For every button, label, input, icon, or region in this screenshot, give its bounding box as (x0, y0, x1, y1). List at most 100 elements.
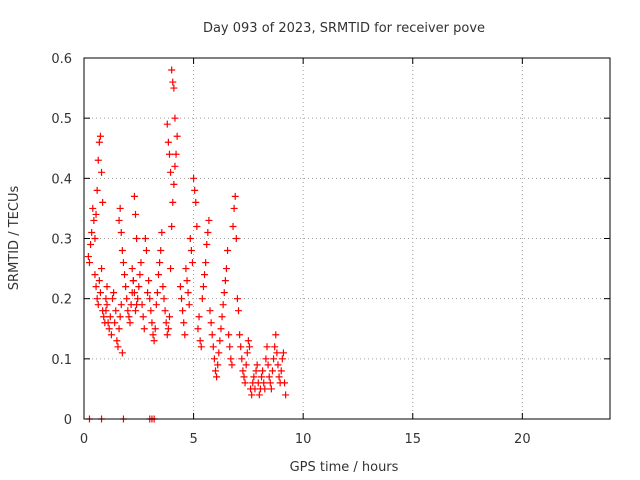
data-point (232, 235, 240, 242)
data-point (215, 349, 223, 357)
data-point (203, 241, 211, 249)
data-point (210, 355, 218, 363)
y-tick-label: 0.3 (51, 233, 72, 248)
data-point (194, 325, 202, 333)
data-point (170, 180, 178, 188)
data-point (268, 367, 276, 375)
data-point (94, 301, 102, 309)
data-point (201, 271, 209, 279)
x-tick-label: 5 (189, 432, 197, 447)
x-axis-label: GPS time / hours (290, 460, 399, 475)
data-point (134, 295, 142, 303)
data-point (112, 307, 120, 315)
data-point (128, 265, 136, 273)
data-point (206, 307, 214, 315)
data-point (205, 216, 213, 224)
data-point (182, 265, 190, 273)
data-points (84, 66, 290, 423)
data-point (260, 379, 268, 387)
data-point (259, 367, 267, 375)
data-point (209, 343, 217, 351)
data-point (124, 307, 132, 315)
data-point (96, 289, 104, 297)
data-point (204, 228, 212, 236)
data-point (87, 241, 95, 249)
data-point (241, 379, 249, 387)
data-point (138, 301, 146, 309)
data-point (162, 319, 170, 327)
data-point (236, 331, 244, 339)
data-point (147, 307, 155, 315)
data-point (214, 361, 222, 369)
data-point (264, 361, 272, 369)
data-point (183, 277, 191, 285)
data-point (168, 222, 176, 230)
data-point (122, 283, 130, 291)
data-point (167, 168, 175, 176)
data-point (186, 235, 194, 242)
data-point (188, 259, 196, 267)
data-point (100, 313, 108, 321)
data-point (250, 373, 258, 381)
data-point (180, 319, 188, 327)
data-point (222, 265, 230, 273)
data-point (165, 150, 173, 158)
data-point (242, 361, 250, 369)
data-point (278, 355, 286, 363)
data-point (133, 235, 141, 242)
data-point (168, 66, 176, 74)
data-point (179, 307, 187, 315)
data-point (115, 216, 123, 224)
data-point (95, 138, 103, 146)
data-point (262, 355, 270, 363)
data-point (117, 301, 125, 309)
data-point (98, 265, 106, 273)
data-point (108, 295, 116, 303)
data-point (148, 319, 156, 327)
data-point (136, 271, 144, 279)
data-point (240, 373, 248, 381)
data-point (195, 313, 203, 321)
data-point (263, 343, 271, 351)
data-point (233, 295, 241, 303)
data-point (258, 373, 266, 381)
data-point (253, 361, 261, 369)
data-point (92, 210, 100, 218)
data-point (92, 283, 100, 291)
data-point (142, 247, 150, 255)
data-point (212, 367, 219, 375)
data-point (217, 325, 225, 333)
data-point (208, 331, 216, 339)
data-point (99, 198, 107, 206)
data-point (113, 337, 121, 345)
data-point (110, 289, 118, 297)
data-point (275, 373, 283, 381)
data-point (93, 186, 101, 194)
data-point (255, 391, 263, 399)
data-point (169, 198, 177, 206)
data-point (167, 265, 175, 273)
data-point (85, 259, 93, 267)
data-point (266, 379, 274, 387)
data-point (202, 259, 210, 267)
data-point (245, 343, 253, 351)
data-point (165, 313, 173, 321)
data-point (171, 114, 179, 122)
data-point (279, 349, 287, 357)
data-point (213, 373, 221, 381)
data-point (107, 331, 115, 339)
y-tick-label: 0 (64, 413, 72, 428)
data-point (271, 343, 279, 351)
data-point (95, 277, 103, 285)
data-point (243, 349, 251, 357)
data-point (282, 391, 290, 399)
y-tick-label: 0.2 (51, 293, 72, 308)
data-point (130, 192, 138, 200)
data-point (141, 235, 149, 242)
data-point (91, 271, 99, 279)
data-point (96, 132, 104, 140)
data-point (160, 295, 168, 303)
y-tick-label: 0.6 (51, 52, 72, 67)
data-point (170, 84, 178, 92)
